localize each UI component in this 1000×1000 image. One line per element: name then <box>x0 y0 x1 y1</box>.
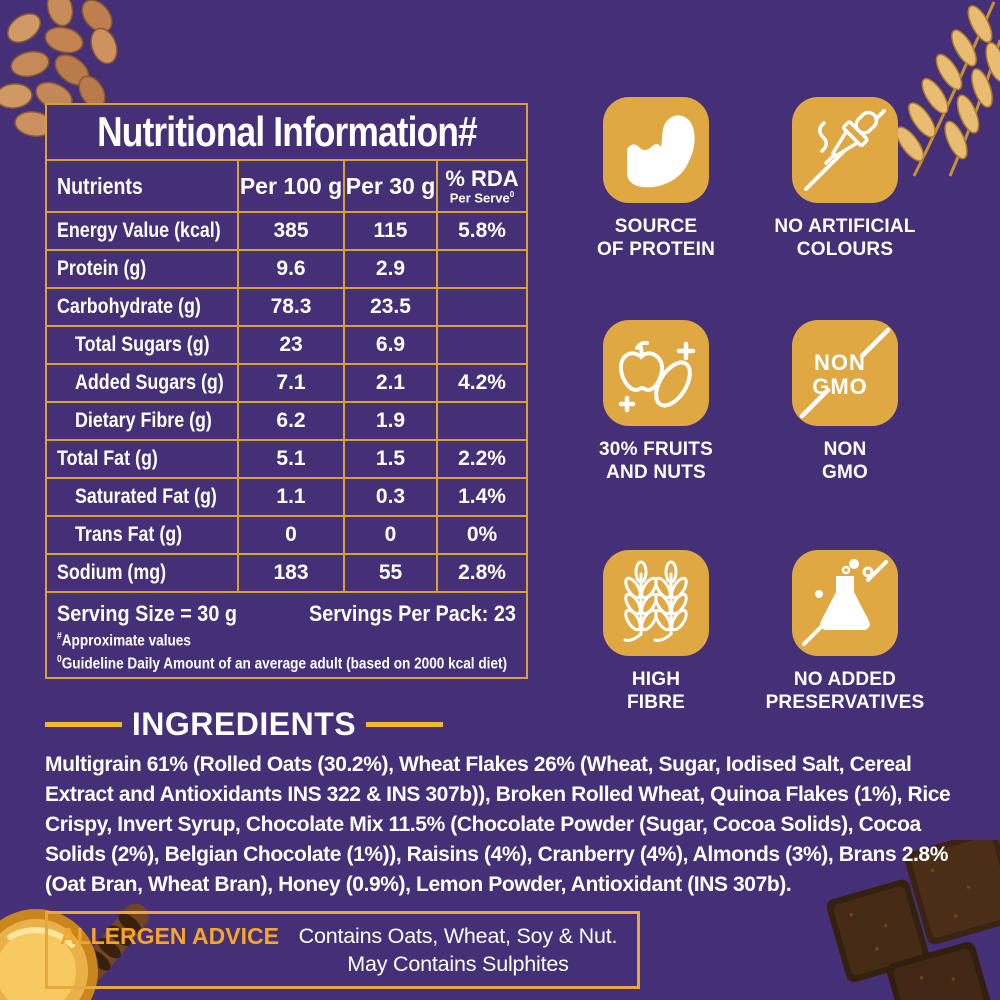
badge-30-percent-fruits-and-nuts: 30% FRUITS AND NUTS <box>571 320 741 484</box>
value-per100: 5.1 <box>239 441 343 477</box>
badge-label-line: SOURCE <box>614 216 698 237</box>
oat-stalks-photo <box>895 1 1000 177</box>
value-rda <box>438 403 526 439</box>
value-per30: 1.9 <box>345 403 436 439</box>
badge-label-line: NO ARTIFICIAL <box>774 216 916 237</box>
value-per30: 6.9 <box>345 327 436 363</box>
ingredients-title: INGREDIENTS <box>131 706 357 742</box>
value-rda: 4.2% <box>438 365 526 401</box>
value-rda <box>438 289 526 325</box>
badge-high-fibre: HIGH FIBRE <box>571 550 741 714</box>
note-approximate-values: #Approximate values <box>57 631 191 650</box>
value-per30: 23.5 <box>345 289 436 325</box>
column-header-per-100g: Per 100 g <box>239 161 343 211</box>
column-header-nutrients: Nutrients <box>47 161 237 211</box>
value-per100: 78.3 <box>239 289 343 325</box>
non-gmo-inner-text: GMO <box>812 374 868 399</box>
heading-rule-right <box>366 722 443 727</box>
value-per100: 7.1 <box>239 365 343 401</box>
badge-label-line: OF PROTEIN <box>596 239 716 260</box>
value-rda: 2.2% <box>438 441 526 477</box>
nutrition-table-title: Nutritional Information# <box>47 105 526 159</box>
value-per100: 385 <box>239 213 343 249</box>
row-label-sodium: Sodium (mg) <box>47 555 237 591</box>
value-per100: 0 <box>239 517 343 553</box>
honey-dipper-photo <box>0 903 149 1000</box>
bicep-icon <box>603 97 709 203</box>
value-per100: 183 <box>239 555 343 591</box>
badge-label-line: GMO <box>822 462 868 483</box>
value-per100: 1.1 <box>239 479 343 515</box>
badge-no-added-preservatives: NO ADDED PRESERVATIVES <box>760 550 930 714</box>
value-per30: 1.5 <box>345 441 436 477</box>
row-label-protein: Protein (g) <box>47 251 237 287</box>
row-label-added-sugars: Added Sugars (g) <box>47 365 237 401</box>
heading-rule-left <box>45 722 122 727</box>
servings-per-pack: Servings Per Pack: 23 <box>309 601 516 626</box>
row-label-trans-fat: Trans Fat (g) <box>47 517 237 553</box>
badge-source-of-protein: SOURCE OF PROTEIN <box>571 97 741 261</box>
value-rda <box>438 327 526 363</box>
badge-label-line: HIGH <box>631 669 681 690</box>
badge-label-line: 30% FRUITS <box>599 439 713 460</box>
row-label-total-sugars: Total Sugars (g) <box>47 327 237 363</box>
non-gmo-inner-text: NON <box>814 350 866 375</box>
ingredients-heading: INGREDIENTS <box>45 706 443 743</box>
wheat-ears-icon <box>603 550 709 656</box>
row-label-total-fat: Total Fat (g) <box>47 441 237 477</box>
note-guideline-daily-amount: 0Guideline Daily Amount of an average ad… <box>57 654 508 673</box>
value-rda: 5.8% <box>438 213 526 249</box>
value-per30: 0.3 <box>345 479 436 515</box>
flask-icon <box>792 550 898 656</box>
value-rda: 2.8% <box>438 555 526 591</box>
non-gmo-icon: NON GMO <box>792 320 898 426</box>
value-rda <box>438 251 526 287</box>
value-rda: 0% <box>438 517 526 553</box>
column-header-rda: % RDA Per Serve0 <box>438 161 526 211</box>
badge-no-artificial-colours: NO ARTIFICIAL COLOURS <box>760 97 930 261</box>
badge-label-line: COLOURS <box>796 239 894 260</box>
value-per100: 9.6 <box>239 251 343 287</box>
row-label-dietary-fibre: Dietary Fibre (g) <box>47 403 237 439</box>
badge-label-line: PRESERVATIVES <box>765 692 925 713</box>
allergen-line-1: Contains Oats, Wheat, Soy & Nut. <box>298 924 618 948</box>
badge-label-line: AND NUTS <box>606 462 706 483</box>
allergen-advice-box: ALLERGEN ADVICE Contains Oats, Wheat, So… <box>45 911 640 989</box>
serving-size: Serving Size = 30 g <box>57 601 237 626</box>
value-per30: 2.9 <box>345 251 436 287</box>
dropper-icon <box>792 97 898 203</box>
chocolate-pieces-photo <box>826 840 1000 1000</box>
column-header-per-30g: Per 30 g <box>345 161 436 211</box>
value-per30: 0 <box>345 517 436 553</box>
value-rda: 1.4% <box>438 479 526 515</box>
badge-non-gmo: NON GMO NON GMO <box>760 320 930 484</box>
badge-label-line: NO ADDED <box>793 669 897 690</box>
value-per100: 6.2 <box>239 403 343 439</box>
value-per30: 55 <box>345 555 436 591</box>
table-footer: Serving Size = 30 g Servings Per Pack: 2… <box>47 593 526 677</box>
badge-label-line: NON <box>823 439 867 460</box>
value-per30: 2.1 <box>345 365 436 401</box>
allergen-advice-label: ALLERGEN ADVICE <box>60 923 279 949</box>
almonds-photo <box>0 0 118 139</box>
row-label-carbohydrate: Carbohydrate (g) <box>47 289 237 325</box>
row-label-saturated-fat: Saturated Fat (g) <box>47 479 237 515</box>
apple-almond-icon <box>603 320 709 426</box>
ingredients-text: Multigrain 61% (Rolled Oats (30.2%), Whe… <box>45 753 951 896</box>
badge-label-line: FIBRE <box>627 692 685 713</box>
value-per30: 115 <box>345 213 436 249</box>
row-label-energy: Energy Value (kcal) <box>47 213 237 249</box>
allergen-advice-text: Contains Oats, Wheat, Soy & Nut. May Con… <box>291 922 625 978</box>
nutrition-table: Nutritional Information# Nutrients Per 1… <box>45 103 528 679</box>
value-per100: 23 <box>239 327 343 363</box>
allergen-line-2: May Contains Sulphites <box>347 952 569 976</box>
